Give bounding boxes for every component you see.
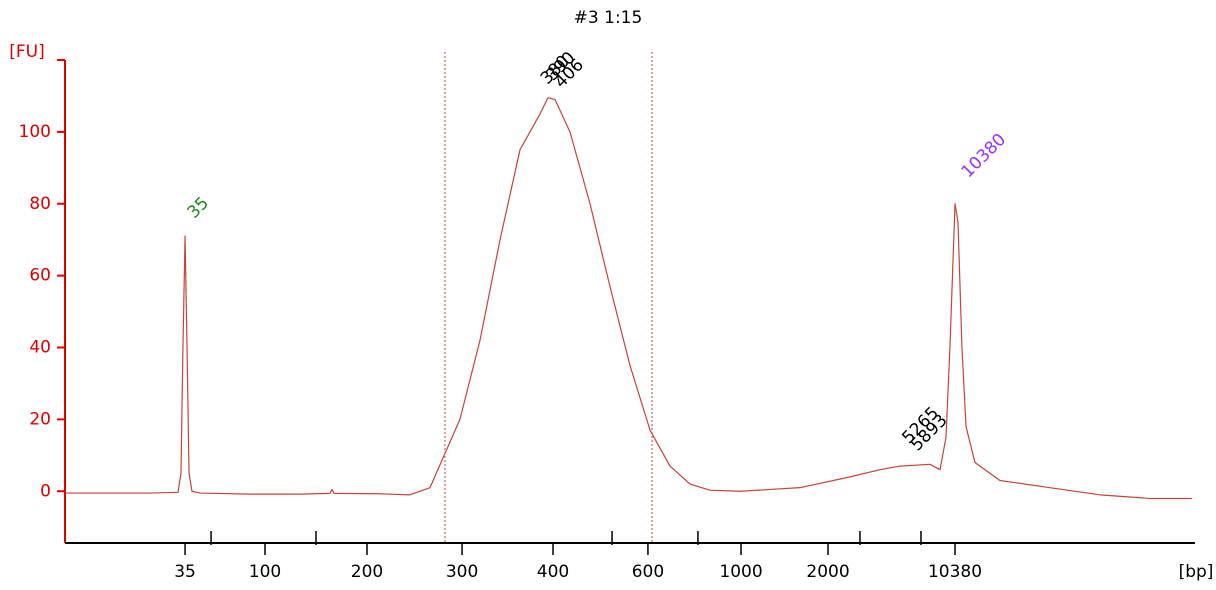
x-tick-label: 300 [446,562,478,582]
peak-label: 10380 [958,130,1010,182]
x-tick-label: 35 [174,562,196,582]
x-axis-label: [bp] [1179,562,1214,582]
x-tick-label: 400 [537,562,569,582]
chart-title: #3 1:15 [574,8,643,28]
x-tick-label: 10380 [928,562,982,582]
x-tick-label: 100 [249,562,281,582]
y-tick-label: 100 [19,122,51,142]
y-tick-label: 80 [29,194,51,214]
x-tick-label: 1000 [719,562,762,582]
x-tick-label: 200 [351,562,383,582]
y-tick-label: 0 [40,481,51,501]
trace [65,97,1193,500]
y-tick-label: 40 [29,338,51,358]
x-tick-label: 600 [632,562,664,582]
y-tick-label: 60 [29,266,51,286]
x-tick-label: 2000 [806,562,849,582]
y-axis-label: [FU] [9,42,45,62]
y-tick-label: 20 [29,409,51,429]
peak-label: 35 [184,193,213,222]
